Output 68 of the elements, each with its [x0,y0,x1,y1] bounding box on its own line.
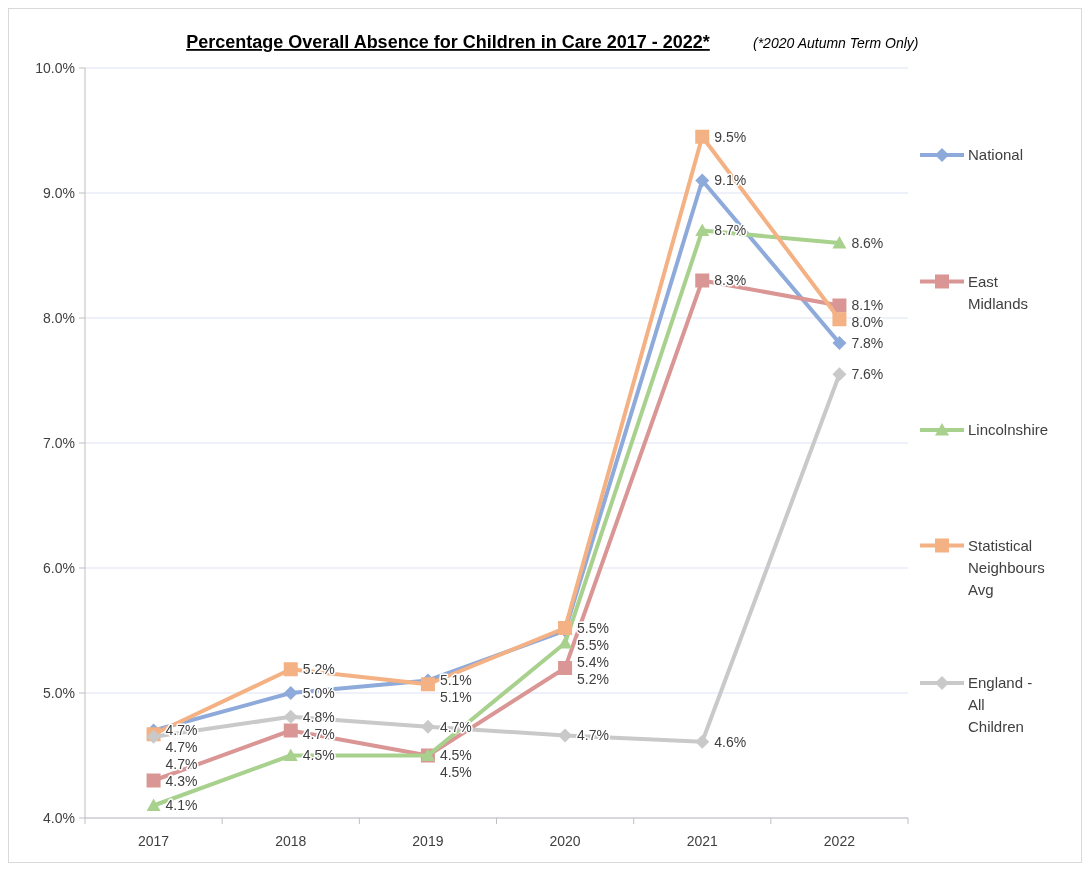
point [558,661,573,675]
point [283,748,298,762]
point [832,236,847,249]
data-label: 4.7% [165,739,198,756]
data-label: 5.1% [439,689,472,706]
data-label: 5.2% [577,670,610,687]
legend-label: England - All Children [968,674,1033,736]
chart-subtitle: (*2020 Autumn Term Only) [753,35,919,51]
point [832,336,847,350]
data-label: 7.8% [851,334,884,351]
x-tick-label: 2018 [275,833,307,849]
data-label: 4.3% [165,773,198,790]
point [283,662,298,677]
point [420,677,435,692]
data-label: 4.5% [439,764,472,781]
data-label: 7.6% [851,366,884,383]
point [558,728,573,743]
legend-label: East Midlands [968,272,1029,312]
legend-label: Lincolnshire [968,421,1049,439]
data-label: 4.5% [302,747,335,764]
y-tick-label: 6.0% [43,559,75,576]
data-label: 5.0% [302,684,335,701]
point [283,723,298,738]
data-label: 4.7% [165,756,198,773]
data-label: 8.3% [714,272,747,289]
point [558,636,573,649]
data-label: 5.5% [577,636,610,653]
y-tick-label: 5.0% [43,684,75,701]
data-label: 8.7% [714,222,747,239]
data-label: 4.7% [439,718,472,735]
data-label: 5.1% [439,672,472,689]
point [832,367,847,382]
data-label: 4.7% [165,722,198,739]
legend-label: National [968,146,1024,164]
y-tick-label: 7.0% [43,434,75,451]
data-label: 4.7% [577,727,610,744]
data-label: 4.7% [302,725,335,742]
point [695,173,710,188]
x-tick-label: 2021 [686,833,719,849]
x-tick-label: 2022 [823,833,856,849]
point [283,709,298,724]
data-label: 5.4% [577,653,610,670]
x-tick-label: 2017 [138,833,170,849]
point [695,223,710,237]
point [146,798,161,812]
chart-title: Percentage Overall Absence for Children in Care 2017 - 2022* [186,32,710,52]
y-tick-label: 4.0% [43,809,75,826]
data-label: 8.1% [851,297,884,314]
point [283,686,298,700]
data-label: 4.5% [439,747,472,764]
data-label: 4.8% [302,708,335,725]
legend-label: Statistical Neighbours Avg [968,536,1045,598]
point [695,273,710,288]
point [695,129,710,144]
y-tick-label: 8.0% [43,309,75,326]
y-tick-label: 9.0% [43,184,75,201]
x-tick-label: 2019 [412,833,444,849]
data-label: 4.6% [714,733,747,750]
point [420,719,435,734]
x-tick-label: 2020 [549,833,581,849]
data-label: 8.0% [851,314,884,331]
point [832,312,847,327]
point [695,734,710,749]
data-label: 9.5% [714,128,747,145]
point [146,773,161,788]
y-tick-label: 10.0% [35,59,75,76]
data-label: 4.1% [165,797,198,814]
data-label: 8.6% [851,234,884,251]
